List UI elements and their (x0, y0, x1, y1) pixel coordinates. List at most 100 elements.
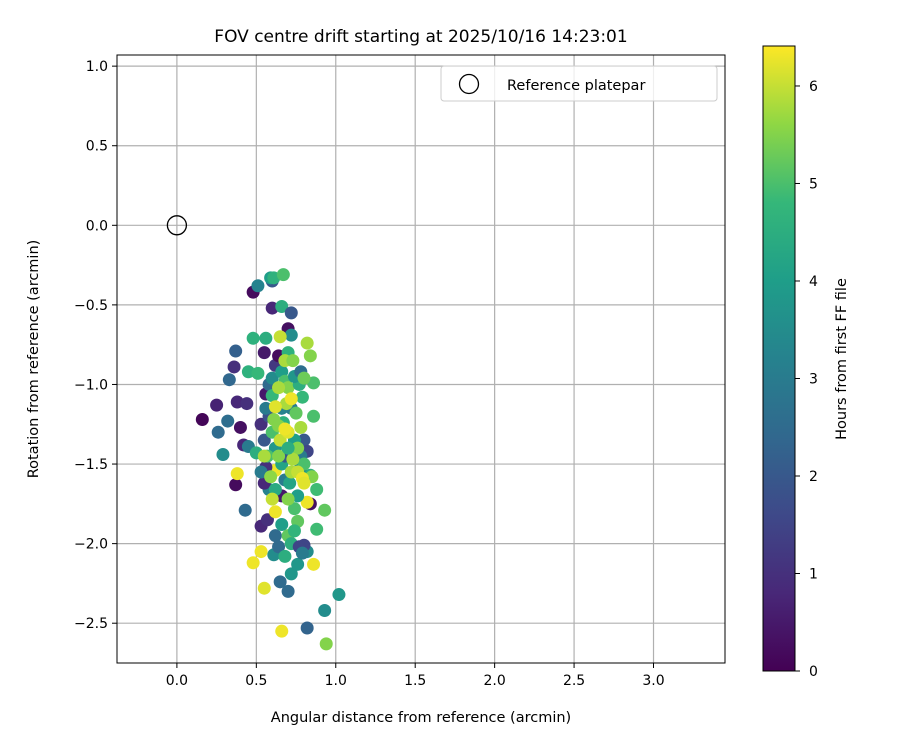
y-tick-label: 0.5 (86, 139, 108, 155)
y-tick-label: −1.0 (74, 377, 108, 393)
data-point (286, 452, 300, 466)
data-point (294, 420, 308, 434)
grid-lines (117, 55, 725, 663)
data-point (275, 299, 289, 313)
x-tick-label: 2.5 (563, 673, 585, 689)
data-point (284, 306, 298, 320)
data-point (273, 330, 287, 344)
data-point (310, 483, 324, 497)
data-point (259, 331, 273, 345)
data-point (257, 449, 271, 463)
data-point (233, 420, 247, 434)
data-point (318, 603, 332, 617)
data-point (291, 557, 305, 571)
x-tick-label: 3.0 (642, 673, 664, 689)
data-point (272, 449, 286, 463)
data-point (195, 412, 209, 426)
data-point (230, 467, 244, 481)
data-point (251, 279, 265, 293)
data-point (268, 505, 282, 519)
y-tick-label: −1.5 (74, 457, 108, 473)
data-point (265, 492, 279, 506)
data-point (281, 584, 295, 598)
colorbar: 0 1 2 3 4 5 6 Hours from first FF file (762, 45, 850, 680)
data-point (211, 425, 225, 439)
legend-label-reference: Reference platepar (507, 78, 645, 94)
data-point (300, 336, 314, 350)
data-point (281, 381, 295, 395)
y-axis-ticks: 1.0 0.5 0.0 −0.5 −1.0 −1.5 −2.0 −2.5 (74, 59, 117, 632)
data-point (254, 545, 268, 559)
data-point (295, 390, 309, 404)
data-point (264, 470, 278, 484)
data-point (287, 524, 301, 538)
colorbar-tick-label: 2 (809, 469, 818, 485)
data-point (297, 371, 311, 385)
data-point (265, 371, 279, 385)
data-point (260, 513, 274, 527)
data-point (257, 433, 271, 447)
x-tick-label: 1.0 (325, 673, 347, 689)
data-point (286, 354, 300, 368)
y-tick-label: 1.0 (86, 59, 108, 75)
data-point (332, 588, 346, 602)
data-point (319, 637, 333, 651)
data-point (297, 476, 311, 490)
data-point (284, 328, 298, 342)
data-point (273, 433, 287, 447)
colorbar-tick-label: 1 (809, 566, 818, 582)
data-point (229, 478, 243, 492)
y-axis-label: Rotation from reference (arcmin) (26, 240, 42, 479)
x-axis-ticks: 0.0 0.5 1.0 1.5 2.0 2.5 3.0 (166, 663, 665, 689)
data-point (276, 268, 290, 282)
data-point (278, 549, 292, 563)
data-point (240, 397, 254, 411)
data-point (246, 556, 260, 570)
colorbar-ticks: 0 1 2 3 4 5 6 (795, 79, 818, 680)
colorbar-tick-label: 0 (809, 664, 818, 680)
x-tick-label: 0.0 (166, 673, 188, 689)
colorbar-gradient (762, 45, 796, 672)
x-tick-label: 0.5 (245, 673, 267, 689)
data-point (291, 441, 305, 455)
legend-marker-reference (458, 73, 480, 95)
colorbar-tick-label: 6 (809, 79, 818, 95)
data-point (254, 417, 268, 431)
colorbar-tick-label: 3 (809, 371, 818, 387)
data-point (295, 546, 309, 560)
chart-title: FOV centre drift starting at 2025/10/16 … (214, 27, 627, 47)
data-point (222, 373, 236, 387)
data-point (272, 381, 286, 395)
data-point (307, 409, 321, 423)
y-tick-label: −2.5 (74, 616, 108, 632)
data-point (303, 349, 317, 363)
data-points (195, 268, 346, 651)
data-point (300, 621, 314, 635)
data-point (268, 529, 282, 543)
data-point (210, 398, 224, 412)
data-point (300, 495, 314, 509)
data-point (284, 392, 298, 406)
data-point (275, 624, 289, 638)
plot-frame (116, 54, 726, 664)
data-point (268, 400, 282, 414)
data-point (307, 557, 321, 571)
x-axis-label: Angular distance from reference (arcmin) (271, 710, 571, 726)
reference-marker (166, 215, 188, 236)
data-point (283, 476, 297, 490)
data-point (221, 414, 235, 428)
data-point (281, 492, 295, 506)
data-point (281, 441, 295, 455)
data-point (289, 406, 303, 420)
colorbar-tick-label: 5 (809, 176, 818, 192)
data-point (246, 331, 260, 345)
data-point (287, 502, 301, 516)
colorbar-label: Hours from first FF file (834, 278, 850, 440)
y-tick-label: −0.5 (74, 298, 108, 314)
data-point (216, 447, 230, 461)
data-point (278, 422, 292, 436)
data-point (275, 518, 289, 532)
x-tick-label: 1.5 (404, 673, 426, 689)
y-tick-label: 0.0 (86, 218, 108, 234)
